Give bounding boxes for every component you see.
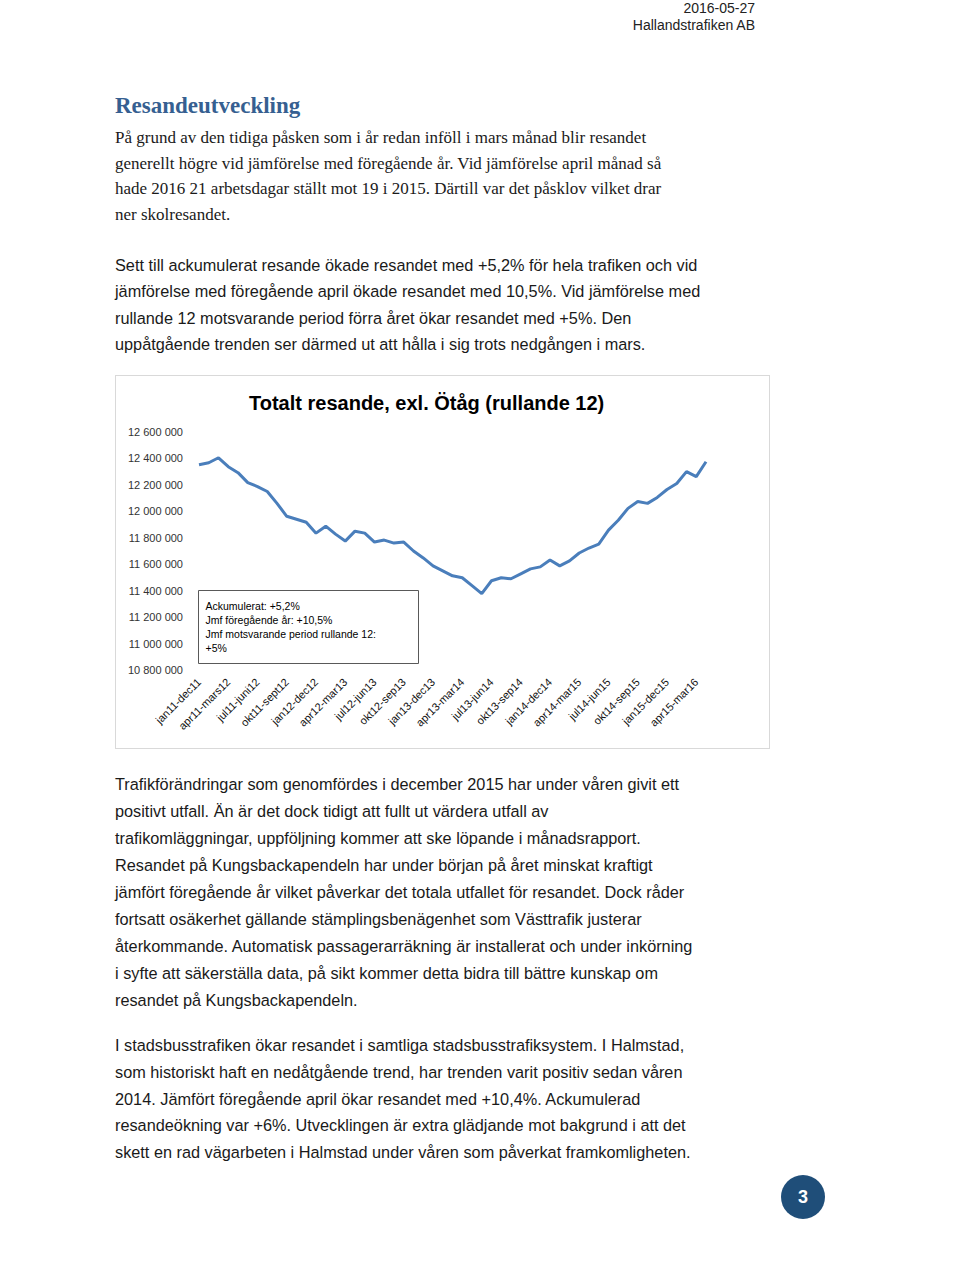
svg-text:12 000 000: 12 000 000 [128, 505, 183, 517]
html-text:generellt högre vid jämförelse: generellt högre vid jämförelse med föreg… [115, 153, 662, 173]
svg-text:jul12-jun13: jul12-jun13 [332, 675, 379, 723]
html-text:uppåtgående trenden ser därmed: uppåtgående trenden ser därmed ut att hå… [115, 334, 646, 353]
svg-text:11 800 000: 11 800 000 [129, 532, 183, 544]
html-text:skett en rad vägarbeten i Halm: skett en rad vägarbeten i Halmstad under… [115, 1143, 691, 1162]
html-text:jämförelse med föregående apri: jämförelse med föregående april ökade re… [115, 282, 701, 301]
html-text:jämfört föregående år vilket p: jämfört föregående år vilket påverkar de… [115, 883, 685, 901]
html-text:resandeökning var +6%. Utveckl: resandeökning var +6%. Utvecklingen är e… [115, 1116, 686, 1135]
svg-text:jan13-dec13: jan13-dec13 [386, 675, 438, 727]
svg-text:jul11-juni12: jul11-juni12 [214, 675, 262, 724]
html-text:rullande 12 motsvarande period: rullande 12 motsvarande period förra åre… [115, 308, 632, 327]
svg-text:apr13-mar14: apr13-mar14 [413, 675, 467, 729]
html-text:2014. Jämfört föregående april: 2014. Jämfört föregående april ökar resa… [115, 1089, 641, 1108]
html-text:återkommande. Automatisk passa: återkommande. Automatisk passagerarräkni… [115, 937, 693, 955]
html-text:positivt utfall. Än är det doc: positivt utfall. Än är det dock tidigt a… [115, 802, 549, 820]
html-text:På grund av den tidiga påsken: På grund av den tidiga påsken som i år r… [115, 128, 647, 147]
svg-text:okt14-sep15: okt14-sep15 [590, 675, 642, 727]
svg-text:jul14-jun15: jul14-jun15 [566, 675, 613, 723]
svg-text:11 200 000: 11 200 000 [129, 611, 183, 623]
html-text:Sett till ackumulerat resande: Sett till ackumulerat resande ökade resa… [115, 256, 698, 274]
svg-text:Ackumulerat: +5,2%: Ackumulerat: +5,2% [206, 600, 300, 612]
svg-text:Totalt resande, exl. Ötåg (rul: Totalt resande, exl. Ötåg (rullande 12) [249, 392, 604, 414]
html-text:ner skolresandet.: ner skolresandet. [115, 204, 231, 224]
svg-text:12 200 000: 12 200 000 [128, 479, 183, 491]
html-text:Resandeutveckling: Resandeutveckling [115, 93, 301, 118]
svg-text:12 400 000: 12 400 000 [128, 452, 183, 464]
svg-text:jan11-dec11: jan11-dec11 [153, 675, 204, 726]
svg-text:jan14-dec14: jan14-dec14 [503, 675, 555, 727]
svg-text:11 600 000: 11 600 000 [129, 558, 183, 570]
html-text:fortsatt osäkerhet gällande st: fortsatt osäkerhet gällande stämplingsbe… [115, 910, 642, 928]
svg-text:11 000 000: 11 000 000 [129, 638, 183, 650]
svg-text:jul13-jun14: jul13-jun14 [449, 675, 496, 723]
svg-text:+5%: +5% [206, 642, 227, 654]
svg-text:apr14-mar15: apr14-mar15 [530, 675, 584, 729]
svg-text:apr12-mar13: apr12-mar13 [296, 675, 350, 729]
html-text:hade 2016 21 arbetsdagar ställ: hade 2016 21 arbetsdagar ställt mot 19 i… [115, 179, 662, 198]
svg-text:Jmf föregående år: +10,5%: Jmf föregående år: +10,5% [206, 614, 333, 626]
svg-text:jan12-dec12: jan12-dec12 [269, 675, 321, 727]
svg-text:apr11-mars12: apr11-mars12 [176, 675, 233, 732]
html-text:resandet på Kungsbackapendeln.: resandet på Kungsbackapendeln. [115, 991, 358, 1009]
html-text:i syfte att säkerställa data,: i syfte att säkerställa data, på sikt ko… [115, 964, 658, 982]
svg-text:okt13-sep14: okt13-sep14 [473, 675, 525, 727]
html-text:som historiskt haft en nedåtgå: som historiskt haft en nedåtgående trend… [115, 1062, 683, 1081]
svg-text:okt11-sept12: okt11-sept12 [238, 675, 291, 729]
svg-text:11 400 000: 11 400 000 [129, 585, 183, 597]
svg-text:jan15-dec15: jan15-dec15 [620, 675, 672, 727]
svg-text:12 600 000: 12 600 000 [128, 426, 183, 438]
svg-text:Jmf motsvarande period rulland: Jmf motsvarande period rullande 12: [206, 628, 376, 640]
svg-text:okt12-sep13: okt12-sep13 [356, 675, 408, 727]
svg-text:apr15-mar16: apr15-mar16 [648, 676, 701, 729]
html-text:3: 3 [798, 1187, 808, 1207]
html-text:2016-05-27: 2016-05-27 [683, 0, 755, 16]
html-text:Resandet på Kungsbackapendeln: Resandet på Kungsbackapendeln har under … [115, 856, 653, 874]
html-text:trafikomläggningar, uppföljnin: trafikomläggningar, uppföljning kommer a… [115, 829, 641, 847]
html-text:Hallandstrafiken AB: Hallandstrafiken AB [632, 17, 755, 33]
html-text:I stadsbusstrafiken ökar resan: I stadsbusstrafiken ökar resandet i samt… [115, 1036, 685, 1054]
svg-text:10 800 000: 10 800 000 [128, 664, 183, 676]
html-text:Trafikförändringar som genomfö: Trafikförändringar som genomfördes i dec… [115, 775, 680, 793]
